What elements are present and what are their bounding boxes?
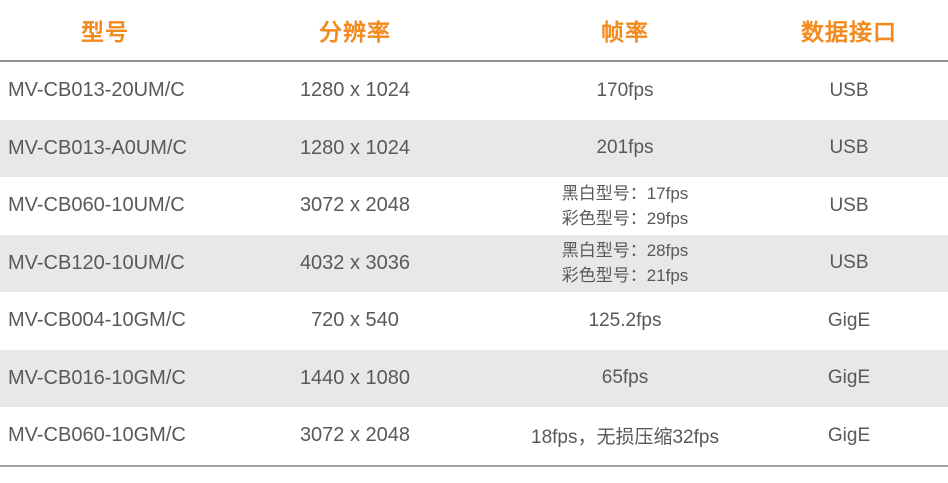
column-header-framerate: 帧率 <box>601 19 649 45</box>
framerate-cell: 125.2fps <box>588 309 662 331</box>
table-header-row: 型号 分辨率 帧率 数据接口 <box>0 0 948 62</box>
resolution-cell: 1280 x 1024 <box>299 79 411 102</box>
interface-cell: GigE <box>827 424 871 446</box>
column-header-model: 型号 <box>81 19 129 45</box>
framerate-line: 黑白型号：17fps <box>561 183 689 203</box>
table-row: MV-CB004-10GM/C 720 x 540 125.2fps GigE <box>0 292 948 350</box>
table-row: MV-CB120-10UM/C 4032 x 3036 黑白型号：28fps 彩色型号… <box>0 234 948 292</box>
table-row: MV-CB060-10GM/C 3072 x 2048 18fps，无损压缩32fp… <box>0 407 948 465</box>
resolution-cell: 1280 x 1024 <box>299 136 411 159</box>
model-cell: MV-CB016-10GM/C <box>8 366 186 389</box>
resolution-cell: 1440 x 1080 <box>299 366 411 389</box>
table-body: MV-CB013-20UM/C 1280 x 1024 170fps USB MV-CB… <box>0 62 948 467</box>
interface-cell: USB <box>829 137 869 159</box>
framerate-cell: 黑白型号：17fps 彩色型号：29fps <box>500 181 750 231</box>
framerate-lines: 黑白型号：28fps 彩色型号：21fps <box>562 238 689 288</box>
model-cell: MV-CB004-10GM/C <box>8 309 186 332</box>
resolution-cell: 3072 x 2048 <box>299 424 411 447</box>
model-cell: MV-CB013-A0UM/C <box>8 136 187 159</box>
framerate-line: 黑白型号：28fps <box>561 241 689 261</box>
framerate-lines: 黑白型号：17fps 彩色型号：29fps <box>562 181 689 231</box>
framerate-cell: 201fps <box>596 137 654 159</box>
framerate-cell: 170fps <box>596 79 654 101</box>
column-header-interface: 数据接口 <box>801 19 897 45</box>
column-header-resolution: 分辨率 <box>319 19 391 45</box>
framerate-cell: 65fps <box>601 367 649 389</box>
model-cell: MV-CB060-10UM/C <box>8 194 185 217</box>
framerate-cell: 18fps，无损压缩32fps <box>531 427 719 449</box>
table-row: MV-CB013-20UM/C 1280 x 1024 170fps USB <box>0 62 948 120</box>
resolution-cell: 720 x 540 <box>311 309 399 332</box>
table-row: MV-CB016-10GM/C 1440 x 1080 65fps GigE <box>0 349 948 407</box>
interface-cell: GigE <box>827 309 871 331</box>
interface-cell: USB <box>829 194 869 216</box>
interface-cell: GigE <box>827 367 871 389</box>
model-cell: MV-CB013-20UM/C <box>8 79 185 102</box>
resolution-cell: 4032 x 3036 <box>299 251 411 274</box>
interface-cell: USB <box>829 79 869 101</box>
model-cell: MV-CB120-10UM/C <box>8 251 185 274</box>
framerate-line: 彩色型号：29fps <box>561 208 689 228</box>
interface-cell: USB <box>829 252 869 274</box>
framerate-line: 彩色型号：21fps <box>561 266 689 286</box>
table-row: MV-CB060-10UM/C 3072 x 2048 黑白型号：17fps 彩色型号… <box>0 177 948 235</box>
model-cell: MV-CB060-10GM/C <box>8 424 186 447</box>
camera-spec-table: 型号 分辨率 帧率 数据接口 MV-CB013-20UM/C 1280 x 102… <box>0 0 948 467</box>
resolution-cell: 3072 x 2048 <box>299 194 411 217</box>
table-row: MV-CB013-A0UM/C 1280 x 1024 201fps USB <box>0 119 948 177</box>
framerate-cell: 黑白型号：28fps 彩色型号：21fps <box>500 238 750 288</box>
